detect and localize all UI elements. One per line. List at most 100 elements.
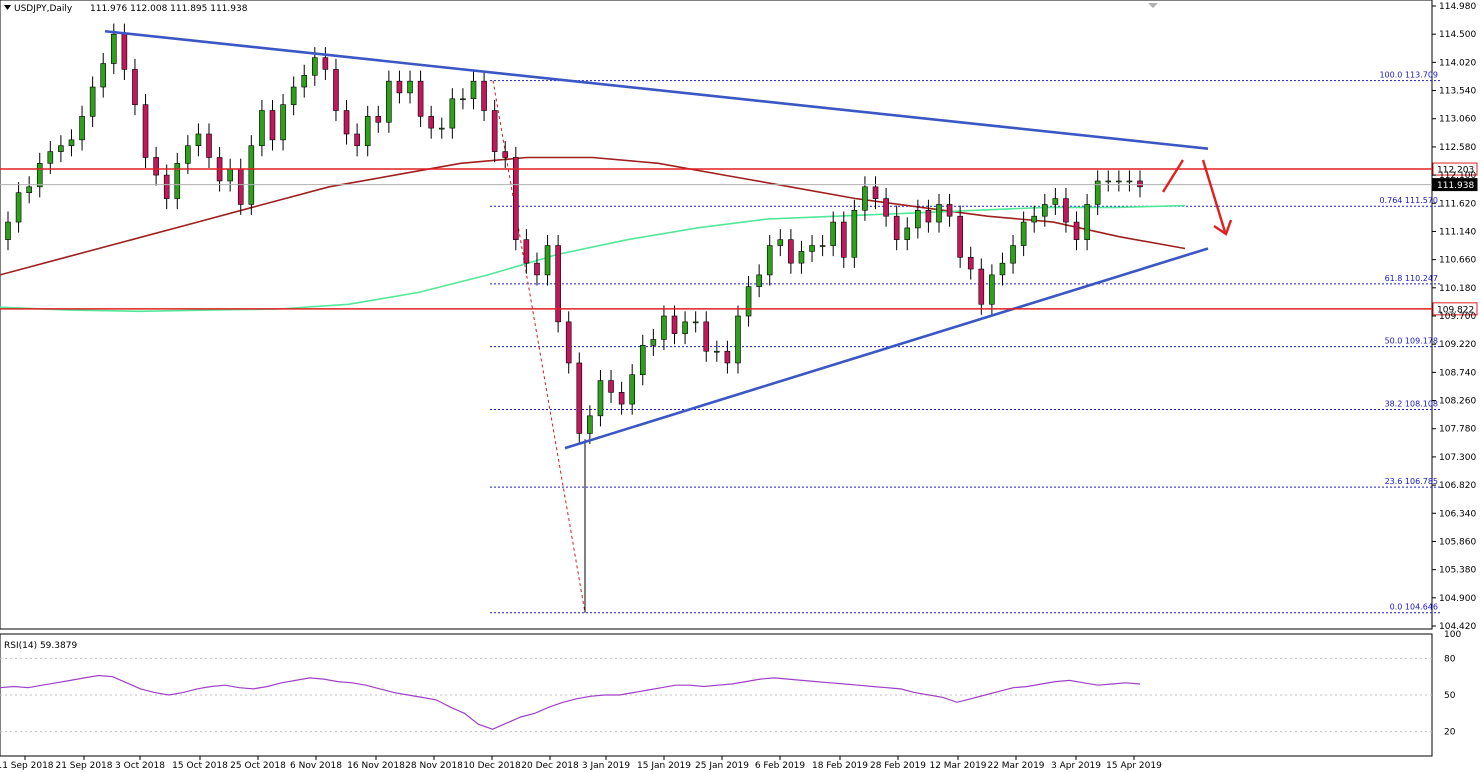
price-tick-label: 106.340: [1439, 509, 1476, 519]
candle-bull: [639, 345, 646, 376]
price-tick-label: 114.980: [1439, 2, 1476, 12]
candle-bull: [745, 286, 752, 317]
fast-moving-average-line: [0, 204, 1186, 313]
candle-bull: [756, 274, 762, 287]
time-tick-label: 25 Oct 2018: [230, 761, 286, 771]
candle-bear: [523, 239, 530, 264]
candle-bull: [36, 163, 43, 188]
time-tick-label: 18 Feb 2019: [812, 761, 868, 771]
time-tick-label: 15 Apr 2019: [1106, 761, 1162, 771]
price-label-box: [1432, 162, 1478, 176]
time-tick-label: 11 Sep 2018: [0, 761, 54, 771]
candle-bear: [946, 204, 953, 217]
candle-bull: [587, 415, 593, 434]
price-tick-label: 104.900: [1439, 594, 1476, 604]
candle-bear: [555, 245, 561, 323]
candle-bear: [565, 321, 572, 364]
candle-bull: [1084, 204, 1090, 240]
price-tick-label: 106.820: [1439, 481, 1476, 491]
chevron-down-icon[interactable]: [1148, 3, 1158, 8]
fib-level-label: 38.2 108.108: [1385, 399, 1438, 408]
candle-bear: [428, 116, 434, 129]
candle-bull: [597, 380, 604, 417]
candle-bull: [248, 145, 255, 205]
rsi-label: RSI(14) 59.3879: [4, 641, 77, 651]
symbol-label: USDJPY,Daily: [14, 4, 73, 14]
candle-bull: [777, 239, 784, 246]
price-tick-label: 108.260: [1439, 397, 1476, 407]
fib-level-label: 23.6 106.785: [1385, 477, 1438, 486]
candle-bull: [460, 98, 466, 101]
candle-bull: [936, 204, 942, 223]
candle-bear: [840, 221, 847, 258]
candle-series: [5, 23, 1143, 613]
candle-bull: [47, 151, 54, 164]
price-label-box: [1432, 178, 1478, 192]
rsi-tick-label: 100: [1444, 630, 1461, 640]
time-tick-label: 3 Apr 2019: [1051, 761, 1101, 771]
price-tick-label: 108.740: [1439, 368, 1476, 378]
price-tick-label: 104.420: [1439, 622, 1476, 632]
candle-bear: [163, 174, 170, 199]
price-tick-label: 110.660: [1439, 256, 1476, 266]
candle-bull: [714, 350, 720, 353]
candle-bear: [925, 210, 932, 223]
symbol-triangle-icon: [4, 5, 11, 10]
candle-bear: [534, 262, 540, 276]
candle-bull: [100, 63, 107, 88]
price-tick-label: 105.860: [1439, 537, 1476, 547]
price-tick-label: 113.060: [1439, 115, 1476, 125]
candle-bear: [724, 350, 731, 364]
candle-bull: [1052, 198, 1059, 205]
candle-bear: [1073, 221, 1080, 240]
candle-bull: [650, 339, 657, 346]
candle-bear: [375, 116, 382, 123]
candle-bear: [513, 157, 519, 240]
candle-bear: [121, 33, 128, 70]
fib-level-label: 100.0 113.709: [1379, 71, 1438, 80]
rsi-series: 100 80 50 20: [0, 630, 1461, 738]
candle-bear: [957, 215, 963, 258]
fib-level-label: 50.0 109.178: [1385, 337, 1438, 346]
candle-bull: [290, 86, 297, 105]
price-label: 112.203: [1437, 166, 1474, 176]
time-tick-label: 20 Dec 2018: [521, 761, 579, 771]
resistance-levels: 112.203 111.938 109.822: [0, 162, 1478, 316]
candle-bear: [618, 392, 625, 405]
ohlc-label: 111.976 112.008 111.895 111.938: [90, 4, 248, 14]
time-tick-label: 28 Nov 2018: [405, 761, 463, 771]
price-tick-label: 111.140: [1439, 227, 1476, 237]
candle-bear: [703, 321, 710, 352]
candle-bull: [830, 221, 836, 246]
candle-bear: [396, 80, 403, 94]
time-tick-label: 15 Jan 2019: [637, 761, 691, 771]
candle-bear: [576, 362, 583, 434]
candle-bull: [174, 163, 181, 199]
price-tick-label: 105.380: [1439, 566, 1476, 576]
price-axis: 114.980 114.500 114.020 113.540 113.060 112.5…: [1432, 2, 1476, 632]
candle-bear: [333, 69, 339, 111]
candle-bull: [1020, 221, 1027, 246]
candle-bull: [301, 74, 308, 88]
candle-bull: [544, 245, 551, 276]
candle-bull: [682, 321, 688, 334]
candle-bull: [259, 110, 265, 147]
time-tick-label: 3 Oct 2018: [115, 761, 165, 771]
candle-bull: [195, 133, 202, 147]
time-tick-label: 6 Feb 2019: [755, 761, 806, 771]
candle-bear: [206, 133, 212, 158]
candle-bear: [872, 186, 879, 199]
down-arrow-line: [1201, 159, 1227, 233]
candle-bear: [132, 69, 138, 105]
candle-bear: [893, 215, 900, 240]
candle-bull: [58, 145, 64, 152]
time-tick-label: 3 Jan 2019: [582, 761, 630, 771]
candle-bull: [438, 127, 445, 130]
candle-bull: [989, 274, 995, 305]
candle-bull: [1126, 180, 1133, 183]
rsi-line: [0, 674, 1141, 730]
time-tick-label: 16 Nov 2018: [347, 761, 405, 771]
candle-bull: [312, 57, 318, 76]
price-label: 109.822: [1437, 305, 1474, 315]
